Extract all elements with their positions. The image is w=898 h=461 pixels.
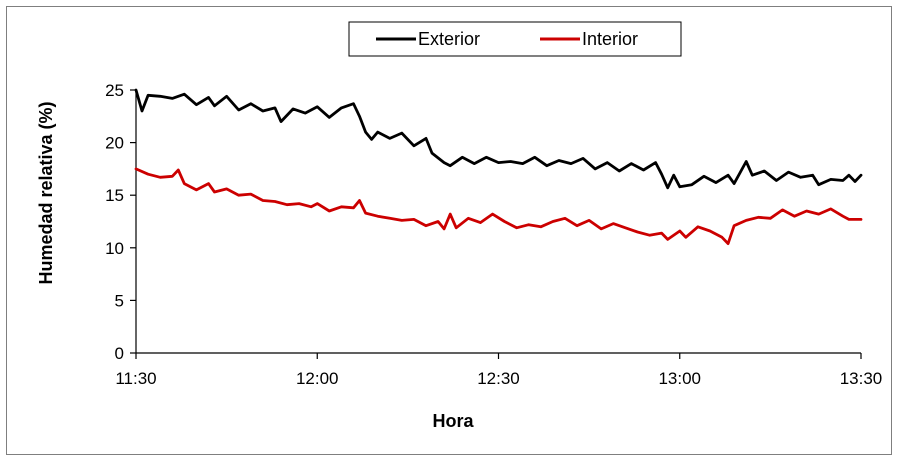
x-tick-label: 13:30 — [840, 369, 883, 388]
x-axis-title: Hora — [432, 411, 474, 431]
y-axis-title: Humedad relativa (%) — [36, 101, 56, 284]
x-tick-label: 12:30 — [477, 369, 520, 388]
x-axis-ticks: 11:30 12:00 12:30 13:00 13:30 — [115, 353, 882, 388]
x-tick-label: 13:00 — [658, 369, 701, 388]
y-tick-label: 10 — [105, 239, 124, 258]
series-line-interior — [134, 167, 863, 246]
legend-label-interior: Interior — [582, 29, 638, 49]
legend-label-exterior: Exterior — [418, 29, 480, 49]
y-tick-label: 20 — [105, 134, 124, 153]
x-tick-label: 12:00 — [296, 369, 339, 388]
y-tick-label: 15 — [105, 186, 124, 205]
chart-frame — [6, 6, 892, 455]
y-axis-ticks: 0 5 10 15 20 25 — [105, 81, 136, 363]
y-tick-label: 0 — [115, 344, 124, 363]
y-tick-label: 25 — [105, 81, 124, 100]
x-tick-label: 11:30 — [115, 369, 156, 388]
y-tick-label: 5 — [115, 291, 124, 310]
series-line-exterior — [134, 88, 863, 190]
series-lines — [134, 88, 863, 246]
